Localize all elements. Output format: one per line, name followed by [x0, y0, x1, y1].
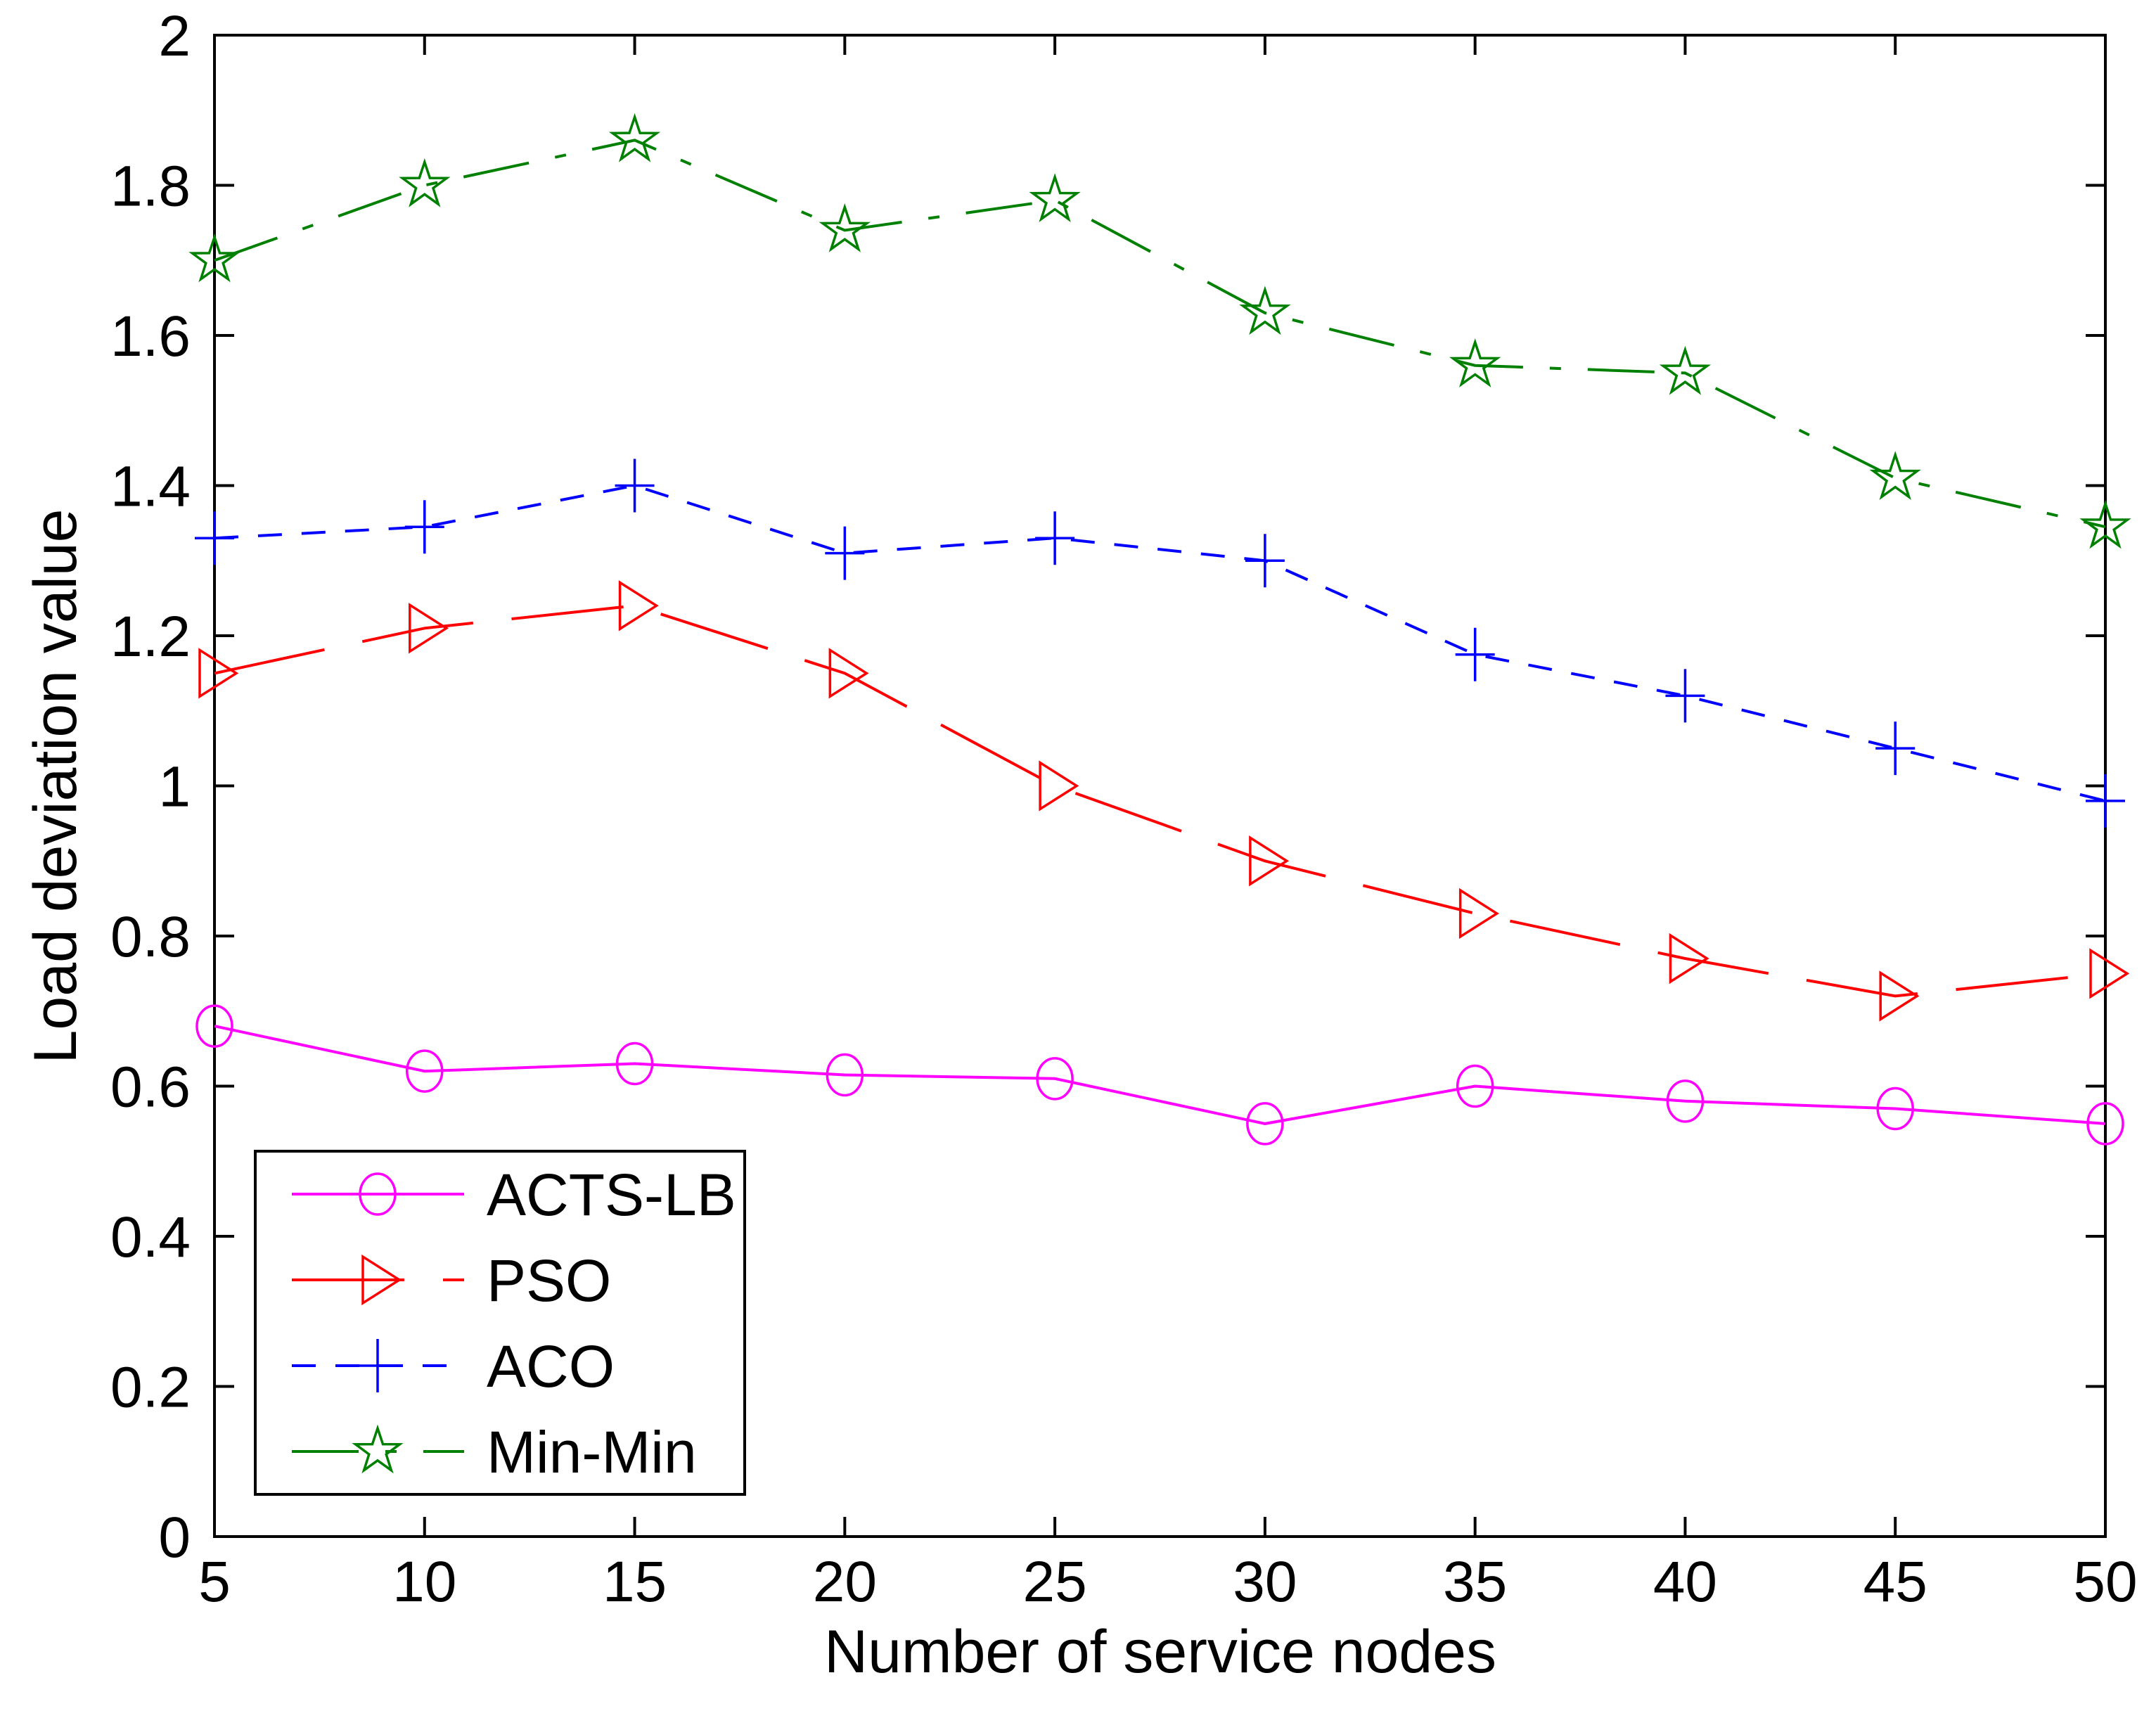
legend: ACTS-LB PSO ACO Min-Min	[254, 1150, 746, 1496]
y-tick-label: 1.6	[110, 305, 191, 368]
marker-triangle-right	[1669, 932, 1709, 985]
legend-label-min-min: Min-Min	[487, 1419, 697, 1485]
marker-plus	[1245, 534, 1285, 588]
y-tick-label: 1.4	[110, 455, 191, 519]
x-tick-label: 25	[1023, 1550, 1087, 1614]
series-min-min	[188, 113, 2131, 549]
marker-triangle-right	[828, 648, 869, 699]
marker-circle	[406, 1049, 444, 1093]
marker-plus	[1665, 669, 1705, 723]
series-line-acts-lb	[214, 1025, 2106, 1125]
marker-circle	[1246, 1102, 1284, 1146]
legend-entry-pso: PSO	[292, 1248, 611, 1314]
series-aco	[195, 459, 2125, 828]
legend-marker-pso	[361, 1254, 402, 1306]
plot-area: 5 10 15 20 25 30 35 40 45 50 0 0.2 0.4 0.6 0.8 1 1.2 1.4 1…	[110, 4, 2138, 1614]
marker-circle	[195, 1004, 233, 1048]
marker-plus	[615, 459, 655, 513]
y-tick-label: 1.2	[110, 605, 191, 669]
marker-plus	[1875, 722, 1916, 776]
series-line-pso	[214, 604, 2106, 998]
marker-star	[1869, 451, 1921, 500]
y-tick-label: 0.8	[110, 905, 191, 969]
x-tick-label: 40	[1653, 1550, 1717, 1614]
y-tick-label: 1.8	[110, 155, 191, 219]
legend-marker-min-min	[352, 1424, 404, 1474]
marker-triangle-right	[1039, 760, 1079, 812]
marker-circle	[2086, 1102, 2124, 1146]
legend-entry-acts-lb: ACTS-LB	[292, 1162, 736, 1228]
x-tick-label: 50	[2073, 1550, 2137, 1614]
marker-circle	[1456, 1064, 1494, 1108]
x-tick-label: 5	[198, 1550, 231, 1614]
x-axis-title: Number of service nodes	[824, 1618, 1496, 1686]
x-tick-label: 45	[1863, 1550, 1927, 1614]
series-acts-lb	[195, 1004, 2124, 1146]
y-tick-label: 0	[158, 1506, 191, 1570]
x-tick-label: 20	[813, 1550, 877, 1614]
y-tick-label: 0.2	[110, 1356, 191, 1420]
marker-star	[2079, 499, 2131, 549]
marker-plus	[404, 500, 444, 554]
legend-label-pso: PSO	[487, 1248, 611, 1314]
marker-star	[1449, 338, 1501, 387]
marker-star	[1659, 345, 1712, 395]
marker-circle	[1666, 1079, 1705, 1123]
marker-star	[608, 113, 661, 162]
marker-triangle-right	[1879, 970, 1920, 1022]
marker-circle	[1876, 1086, 1914, 1131]
marker-star	[819, 203, 871, 252]
marker-plus	[2086, 774, 2125, 828]
series-pso	[198, 580, 2130, 1022]
marker-circle	[826, 1053, 864, 1097]
marker-triangle-right	[1458, 887, 1499, 940]
series-line-aco	[214, 484, 2106, 802]
marker-circle	[1036, 1057, 1074, 1101]
legend-label-acts-lb: ACTS-LB	[487, 1162, 736, 1228]
marker-plus	[195, 511, 234, 565]
marker-star	[188, 233, 240, 283]
y-tick-label: 2	[158, 4, 191, 68]
marker-star	[1029, 173, 1081, 222]
legend-marker-acts-lb	[359, 1172, 397, 1216]
marker-star	[399, 158, 451, 207]
legend-label-aco: ACO	[487, 1333, 615, 1399]
marker-triangle-right	[2089, 948, 2130, 999]
legend-entry-aco: ACO	[292, 1333, 615, 1399]
y-tick-label: 0.4	[110, 1205, 191, 1269]
x-tick-label: 30	[1233, 1550, 1297, 1614]
marker-plus	[1455, 627, 1495, 681]
y-tick-label: 0.6	[110, 1056, 191, 1120]
x-tick-label: 10	[392, 1550, 456, 1614]
x-tick-label: 35	[1443, 1550, 1507, 1614]
marker-triangle-right	[1249, 835, 1290, 887]
marker-triangle-right	[198, 648, 239, 699]
y-tick-label: 1	[158, 755, 191, 819]
marker-plus	[825, 526, 865, 580]
marker-star	[1239, 286, 1291, 335]
legend-box	[254, 1150, 746, 1496]
marker-triangle-right	[618, 580, 659, 632]
x-tick-label: 15	[603, 1550, 667, 1614]
marker-triangle-right	[409, 603, 449, 654]
marker-plus	[1035, 511, 1075, 565]
legend-marker-aco	[358, 1339, 397, 1392]
y-axis-title: Load deviation value	[22, 509, 89, 1064]
marker-circle	[615, 1041, 654, 1086]
legend-entry-min-min: Min-Min	[292, 1419, 697, 1485]
